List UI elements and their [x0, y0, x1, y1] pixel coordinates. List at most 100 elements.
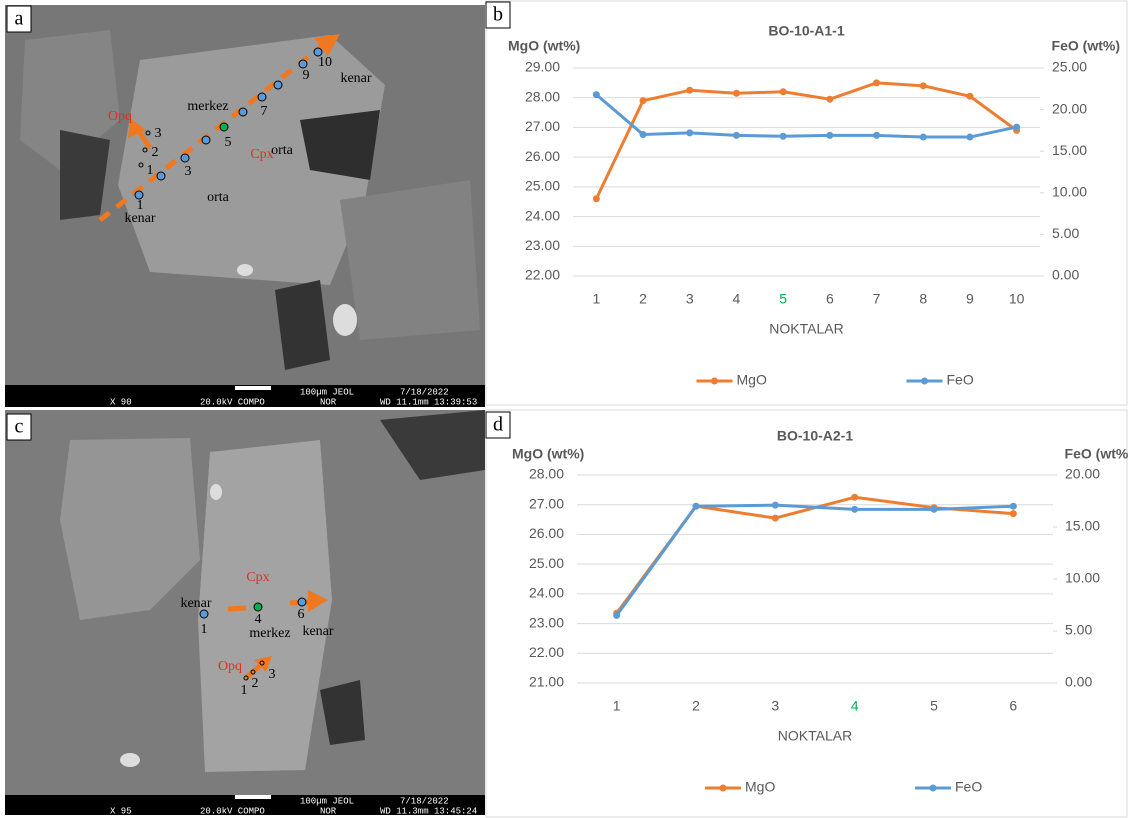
dark-patch	[300, 110, 380, 180]
image-annotation: merkez	[187, 99, 228, 114]
marker	[826, 132, 833, 139]
y-axis-title: MgO (wt%)	[508, 38, 580, 54]
y2-tick-label: 20.00	[1065, 466, 1100, 482]
x-tick-label: 6	[1009, 698, 1017, 714]
marker	[733, 132, 740, 139]
image-annotation: 6	[298, 607, 305, 622]
marker	[686, 129, 693, 136]
x-tick-label: 2	[692, 698, 700, 714]
panel-label: c	[15, 416, 24, 438]
image-annotation: Opq	[108, 109, 132, 124]
legend-label: FeO	[947, 372, 974, 388]
y-tick-label: 26.00	[525, 148, 560, 164]
image-annotation: 3	[155, 126, 162, 141]
y-tick-label: 21.00	[529, 674, 564, 690]
image-annotation: kenar	[340, 71, 371, 86]
image-annotation: 3	[269, 667, 276, 682]
panel-label: b	[493, 4, 503, 26]
point	[299, 60, 307, 68]
marker	[780, 88, 787, 95]
panel-label: d	[493, 414, 503, 436]
marker	[826, 96, 833, 103]
y-tick-label: 27.00	[525, 118, 560, 134]
image-footer-text: 7/18/2022	[400, 796, 449, 806]
legend-marker	[930, 785, 937, 792]
y2-tick-label: 10.00	[1052, 184, 1087, 200]
image-annotation: 5	[225, 135, 232, 150]
x-tick-label: 6	[826, 291, 834, 307]
x-tick-label: 5	[779, 291, 787, 307]
sem-image-c	[5, 410, 485, 815]
legend-marker	[720, 785, 727, 792]
image-footer-text: X 90	[110, 397, 132, 407]
y-axis-title: MgO (wt%)	[512, 446, 584, 462]
x-tick-label: 7	[873, 291, 881, 307]
point	[254, 603, 262, 611]
y-tick-label: 22.00	[529, 644, 564, 660]
image-annotation: 2	[252, 676, 259, 691]
image-footer-text: 20.0kV COMPO	[200, 806, 265, 816]
marker	[772, 502, 779, 509]
x-tick-label: 4	[851, 698, 859, 714]
x-tick-label: 1	[592, 291, 600, 307]
y-tick-label: 24.00	[529, 585, 564, 601]
grain	[340, 180, 480, 340]
image-footer-text: WD 11.1mm 13:39:53	[380, 397, 477, 407]
x-tick-label: 5	[930, 698, 938, 714]
legend-label: FeO	[955, 779, 982, 795]
image-annotation: 10	[318, 55, 332, 70]
marker	[1010, 503, 1017, 510]
point	[202, 136, 210, 144]
x-tick-label: 10	[1009, 291, 1025, 307]
image-footer-text: X 95	[110, 806, 132, 816]
image-footer-text: NOR	[320, 806, 337, 816]
panel-label: a	[15, 8, 24, 30]
image-footer-text: NOR	[320, 397, 337, 407]
point	[274, 81, 282, 89]
bright-grain	[333, 304, 357, 336]
y-tick-label: 24.00	[525, 207, 560, 223]
x-tick-label: 4	[733, 291, 741, 307]
image-annotation: 1	[241, 683, 248, 698]
x-axis-title: NOKTALAR	[769, 321, 843, 337]
image-footer-text: 20.0kV COMPO	[200, 397, 265, 407]
legend-marker	[921, 378, 928, 385]
marker	[931, 506, 938, 513]
marker	[640, 131, 647, 138]
x-axis-title: NOKTALAR	[778, 728, 852, 744]
marker	[966, 134, 973, 141]
x-tick-label: 3	[771, 698, 779, 714]
y-tick-label: 29.00	[525, 59, 560, 75]
chart-title: BO-10-A2-1	[777, 428, 853, 444]
profile-arrow	[228, 608, 246, 609]
y-tick-label: 23.00	[529, 614, 564, 630]
y-tick-label: 28.00	[525, 88, 560, 104]
bright-grain	[237, 264, 253, 276]
y-tick-label: 28.00	[529, 466, 564, 482]
image-annotation: 1	[201, 622, 208, 637]
chart-frame	[486, 410, 1127, 817]
image-annotation: orta	[271, 143, 294, 158]
marker	[686, 87, 693, 94]
marker	[1010, 510, 1017, 517]
image-footer-text: 100µm JEOL	[300, 796, 354, 806]
image-annotation: kenar	[124, 211, 155, 226]
image-footer-text: 100µm JEOL	[300, 387, 354, 397]
point	[220, 123, 228, 131]
image-annotation: 2	[152, 145, 159, 160]
marker	[873, 132, 880, 139]
image-annotation: 3	[185, 164, 192, 179]
y2-tick-label: 15.00	[1052, 142, 1087, 158]
image-annotation: 9	[303, 68, 310, 83]
point	[181, 154, 189, 162]
image-footer-text: WD 11.3mm 13:45:24	[380, 806, 477, 816]
marker	[593, 195, 600, 202]
point	[157, 172, 165, 180]
legend-label: MgO	[745, 779, 775, 795]
y-tick-label: 26.00	[529, 525, 564, 541]
bright-grain	[210, 484, 222, 500]
y2-axis-title: FeO (wt%)	[1052, 38, 1120, 54]
y2-axis-title: FeO (wt%)	[1065, 446, 1128, 462]
y-tick-label: 23.00	[525, 237, 560, 253]
image-annotation: Opq	[218, 659, 242, 674]
